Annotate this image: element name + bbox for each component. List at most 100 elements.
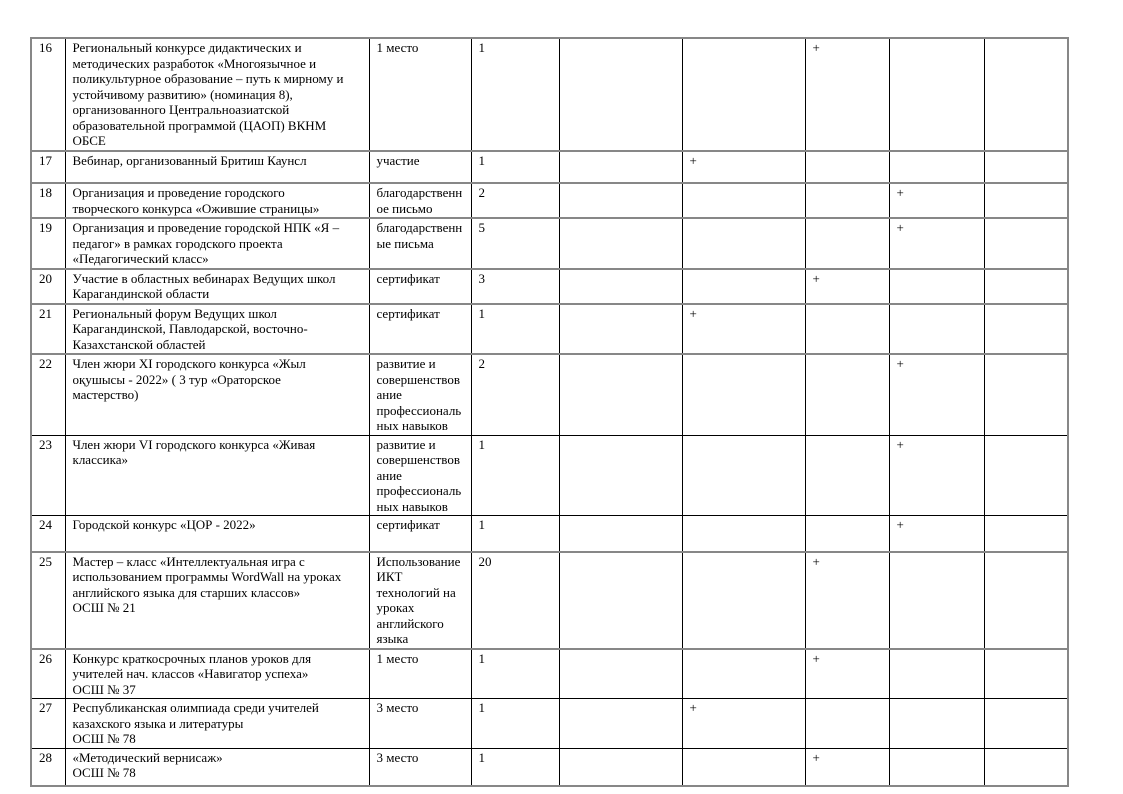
- cell-description: Региональный конкурсе дидактических и ме…: [64, 37, 369, 151]
- cell-count: 2: [470, 182, 559, 218]
- cell-level-mark-4: [888, 647, 984, 699]
- cell-row-number: 22: [30, 353, 65, 435]
- cell-level-mark-4: [888, 302, 984, 354]
- cell-row-number: 25: [30, 550, 65, 649]
- cell-description: Республиканская олимпиада среди учителей…: [64, 698, 369, 748]
- cell-level-mark-1: [558, 217, 682, 269]
- cell-level-mark-2: [681, 37, 805, 151]
- cell-level-mark-5: [983, 647, 1068, 699]
- cell-result-type: сертификат: [368, 267, 471, 304]
- cell-level-mark-3: +: [804, 647, 889, 699]
- cell-level-mark-2: [681, 434, 805, 516]
- cell-description: Городской конкурс «ЦОР - 2022»: [64, 515, 369, 552]
- cell-row-number: 28: [30, 747, 65, 786]
- cell-level-mark-4: [888, 150, 984, 183]
- cell-level-mark-4: [888, 698, 984, 748]
- cell-level-mark-5: [983, 550, 1068, 649]
- cell-level-mark-3: [804, 217, 889, 269]
- cell-row-number: 17: [30, 150, 65, 183]
- cell-row-number: 27: [30, 698, 65, 748]
- cell-level-mark-1: [558, 434, 682, 516]
- cell-level-mark-2: +: [681, 150, 805, 183]
- cell-level-mark-1: [558, 647, 682, 699]
- cell-count: 1: [470, 434, 559, 516]
- cell-result-type: участие: [368, 150, 471, 183]
- achievements-table-body: 16 Региональный конкурсе дидактических и…: [30, 37, 1068, 786]
- cell-description: Конкурс краткосрочных планов уроков для …: [64, 647, 369, 699]
- cell-description: Региональный форум Ведущих школ Караганд…: [64, 302, 369, 354]
- cell-level-mark-2: +: [681, 302, 805, 354]
- cell-level-mark-4: [888, 747, 984, 786]
- cell-level-mark-3: +: [804, 37, 889, 151]
- cell-description: Мастер – класс «Интеллектуальная игра с …: [64, 550, 369, 649]
- cell-count: 1: [470, 515, 559, 552]
- cell-level-mark-3: [804, 150, 889, 183]
- table-row: 28 «Методический вернисаж» ОСШ № 78 3 ме…: [30, 747, 1068, 786]
- cell-row-number: 26: [30, 647, 65, 699]
- cell-row-number: 21: [30, 302, 65, 354]
- cell-level-mark-4: +: [888, 353, 984, 435]
- cell-row-number: 18: [30, 182, 65, 218]
- cell-count: 1: [470, 647, 559, 699]
- cell-level-mark-1: [558, 747, 682, 786]
- cell-result-type: развитие и совершенствов ание профессион…: [368, 434, 471, 516]
- cell-level-mark-2: [681, 353, 805, 435]
- cell-result-type: 3 место: [368, 747, 471, 786]
- cell-result-type: 3 место: [368, 698, 471, 748]
- cell-level-mark-1: [558, 302, 682, 354]
- cell-description: Член жюри VI городского конкурса «Живая …: [64, 434, 369, 516]
- cell-level-mark-2: [681, 267, 805, 304]
- table-row: 20 Участие в областных вебинарах Ведущих…: [30, 267, 1068, 304]
- cell-result-type: 1 место: [368, 37, 471, 151]
- table-row: 24 Городской конкурс «ЦОР - 2022» сертиф…: [30, 515, 1068, 552]
- cell-count: 1: [470, 302, 559, 354]
- cell-level-mark-2: [681, 217, 805, 269]
- cell-level-mark-5: [983, 217, 1068, 269]
- table-row: 25 Мастер – класс «Интеллектуальная игра…: [30, 550, 1068, 649]
- cell-level-mark-3: +: [804, 747, 889, 786]
- cell-level-mark-3: +: [804, 550, 889, 649]
- table-row: 26 Конкурс краткосрочных планов уроков д…: [30, 647, 1068, 699]
- cell-level-mark-1: [558, 182, 682, 218]
- cell-level-mark-5: [983, 515, 1068, 552]
- cell-level-mark-3: [804, 698, 889, 748]
- cell-level-mark-2: [681, 647, 805, 699]
- cell-level-mark-4: [888, 37, 984, 151]
- cell-level-mark-1: [558, 698, 682, 748]
- cell-level-mark-2: [681, 515, 805, 552]
- cell-count: 1: [470, 698, 559, 748]
- cell-level-mark-5: [983, 698, 1068, 748]
- cell-level-mark-4: +: [888, 434, 984, 516]
- cell-level-mark-5: [983, 747, 1068, 786]
- cell-level-mark-4: +: [888, 515, 984, 552]
- cell-level-mark-4: +: [888, 182, 984, 218]
- cell-level-mark-5: [983, 302, 1068, 354]
- table-row: 19 Организация и проведение городской НП…: [30, 217, 1068, 269]
- cell-level-mark-3: [804, 434, 889, 516]
- cell-count: 2: [470, 353, 559, 435]
- cell-level-mark-5: [983, 182, 1068, 218]
- cell-result-type: Использование ИКТ технологий на уроках а…: [368, 550, 471, 649]
- cell-level-mark-4: [888, 267, 984, 304]
- cell-level-mark-5: [983, 434, 1068, 516]
- cell-count: 20: [470, 550, 559, 649]
- table-row: 18 Организация и проведение городского т…: [30, 182, 1068, 218]
- cell-level-mark-2: [681, 550, 805, 649]
- cell-count: 1: [470, 150, 559, 183]
- table-row: 21 Региональный форум Ведущих школ Караг…: [30, 302, 1068, 354]
- cell-level-mark-3: [804, 302, 889, 354]
- cell-level-mark-2: +: [681, 698, 805, 748]
- table-row: 17 Вебинар, организованный Бритиш Каунсл…: [30, 150, 1068, 183]
- cell-level-mark-1: [558, 353, 682, 435]
- cell-level-mark-3: +: [804, 267, 889, 304]
- cell-level-mark-3: [804, 353, 889, 435]
- table-row: 16 Региональный конкурсе дидактических и…: [30, 37, 1068, 151]
- table-row: 22 Член жюри XI городского конкурса «Жыл…: [30, 353, 1068, 435]
- cell-row-number: 19: [30, 217, 65, 269]
- cell-level-mark-5: [983, 353, 1068, 435]
- cell-count: 1: [470, 747, 559, 786]
- cell-count: 1: [470, 37, 559, 151]
- cell-description: Организация и проведение городской НПК «…: [64, 217, 369, 269]
- cell-result-type: сертификат: [368, 302, 471, 354]
